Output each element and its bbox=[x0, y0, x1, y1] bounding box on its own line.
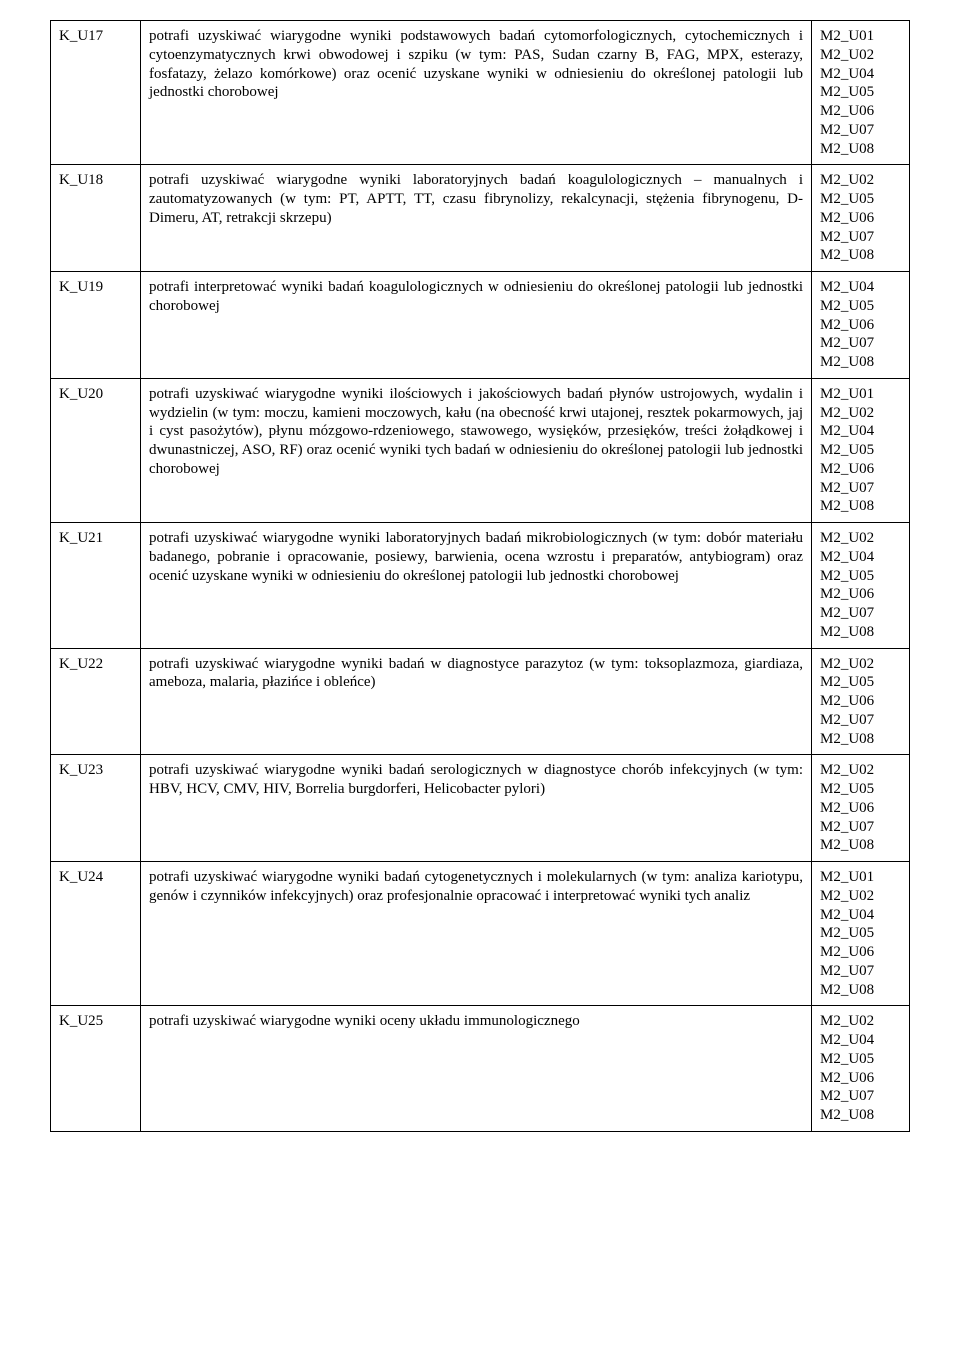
reference-code: M2_U07 bbox=[820, 1087, 901, 1106]
outcome-description-cell: potrafi uzyskiwać wiarygodne wyniki labo… bbox=[141, 523, 812, 649]
reference-codes-cell: M2_U01M2_U02M2_U04M2_U05M2_U06M2_U07M2_U… bbox=[812, 862, 910, 1006]
reference-code: M2_U07 bbox=[820, 334, 901, 353]
reference-code: M2_U05 bbox=[820, 297, 901, 316]
outcome-id-cell: K_U25 bbox=[51, 1006, 141, 1132]
outcome-description-cell: potrafi uzyskiwać wiarygodne wyniki bada… bbox=[141, 648, 812, 755]
reference-code: M2_U04 bbox=[820, 548, 901, 567]
reference-code: M2_U07 bbox=[820, 228, 901, 247]
reference-code: M2_U02 bbox=[820, 761, 901, 780]
reference-codes-cell: M2_U02M2_U05M2_U06M2_U07M2_U08 bbox=[812, 755, 910, 862]
reference-codes-cell: M2_U01M2_U02M2_U04M2_U05M2_U06M2_U07M2_U… bbox=[812, 21, 910, 165]
reference-code: M2_U04 bbox=[820, 65, 901, 84]
reference-code: M2_U05 bbox=[820, 780, 901, 799]
reference-code: M2_U05 bbox=[820, 673, 901, 692]
reference-code: M2_U07 bbox=[820, 818, 901, 837]
outcome-id-cell: K_U17 bbox=[51, 21, 141, 165]
reference-code: M2_U02 bbox=[820, 1012, 901, 1031]
reference-code: M2_U06 bbox=[820, 209, 901, 228]
reference-codes-cell: M2_U04M2_U05M2_U06M2_U07M2_U08 bbox=[812, 272, 910, 379]
reference-code: M2_U05 bbox=[820, 441, 901, 460]
reference-code: M2_U08 bbox=[820, 836, 901, 855]
outcome-id-cell: K_U21 bbox=[51, 523, 141, 649]
reference-code: M2_U08 bbox=[820, 246, 901, 265]
reference-code: M2_U06 bbox=[820, 1069, 901, 1088]
reference-code: M2_U07 bbox=[820, 121, 901, 140]
document-page: K_U17potrafi uzyskiwać wiarygodne wyniki… bbox=[0, 0, 960, 1172]
reference-codes-cell: M2_U02M2_U04M2_U05M2_U06M2_U07M2_U08 bbox=[812, 1006, 910, 1132]
reference-code: M2_U06 bbox=[820, 799, 901, 818]
reference-code: M2_U05 bbox=[820, 567, 901, 586]
reference-code: M2_U05 bbox=[820, 1050, 901, 1069]
outcomes-table: K_U17potrafi uzyskiwać wiarygodne wyniki… bbox=[50, 20, 910, 1132]
table-row: K_U22potrafi uzyskiwać wiarygodne wyniki… bbox=[51, 648, 910, 755]
table-row: K_U25potrafi uzyskiwać wiarygodne wyniki… bbox=[51, 1006, 910, 1132]
table-row: K_U24potrafi uzyskiwać wiarygodne wyniki… bbox=[51, 862, 910, 1006]
outcome-description-cell: potrafi uzyskiwać wiarygodne wyniki bada… bbox=[141, 862, 812, 1006]
table-row: K_U20potrafi uzyskiwać wiarygodne wyniki… bbox=[51, 378, 910, 522]
reference-codes-cell: M2_U02M2_U04M2_U05M2_U06M2_U07M2_U08 bbox=[812, 523, 910, 649]
reference-code: M2_U06 bbox=[820, 460, 901, 479]
reference-code: M2_U02 bbox=[820, 887, 901, 906]
reference-code: M2_U05 bbox=[820, 190, 901, 209]
reference-code: M2_U08 bbox=[820, 353, 901, 372]
outcome-id-cell: K_U18 bbox=[51, 165, 141, 272]
reference-code: M2_U01 bbox=[820, 868, 901, 887]
outcome-description-cell: potrafi uzyskiwać wiarygodne wyniki labo… bbox=[141, 165, 812, 272]
reference-code: M2_U04 bbox=[820, 1031, 901, 1050]
table-row: K_U21potrafi uzyskiwać wiarygodne wyniki… bbox=[51, 523, 910, 649]
reference-code: M2_U05 bbox=[820, 924, 901, 943]
reference-code: M2_U02 bbox=[820, 171, 901, 190]
reference-code: M2_U02 bbox=[820, 655, 901, 674]
reference-code: M2_U08 bbox=[820, 140, 901, 159]
reference-code: M2_U06 bbox=[820, 316, 901, 335]
outcome-id-cell: K_U19 bbox=[51, 272, 141, 379]
outcome-description-cell: potrafi uzyskiwać wiarygodne wyniki bada… bbox=[141, 755, 812, 862]
outcome-id-cell: K_U23 bbox=[51, 755, 141, 862]
reference-codes-cell: M2_U02M2_U05M2_U06M2_U07M2_U08 bbox=[812, 165, 910, 272]
reference-code: M2_U06 bbox=[820, 692, 901, 711]
table-row: K_U19potrafi interpretować wyniki badań … bbox=[51, 272, 910, 379]
reference-code: M2_U07 bbox=[820, 711, 901, 730]
reference-code: M2_U04 bbox=[820, 278, 901, 297]
reference-code: M2_U02 bbox=[820, 404, 901, 423]
table-row: K_U18potrafi uzyskiwać wiarygodne wyniki… bbox=[51, 165, 910, 272]
reference-code: M2_U08 bbox=[820, 981, 901, 1000]
reference-code: M2_U08 bbox=[820, 1106, 901, 1125]
outcome-description-cell: potrafi uzyskiwać wiarygodne wyniki iloś… bbox=[141, 378, 812, 522]
outcome-description-cell: potrafi uzyskiwać wiarygodne wyniki ocen… bbox=[141, 1006, 812, 1132]
reference-code: M2_U06 bbox=[820, 585, 901, 604]
reference-code: M2_U04 bbox=[820, 906, 901, 925]
table-row: K_U17potrafi uzyskiwać wiarygodne wyniki… bbox=[51, 21, 910, 165]
reference-code: M2_U01 bbox=[820, 27, 901, 46]
reference-code: M2_U06 bbox=[820, 943, 901, 962]
reference-code: M2_U08 bbox=[820, 497, 901, 516]
reference-code: M2_U01 bbox=[820, 385, 901, 404]
reference-code: M2_U07 bbox=[820, 962, 901, 981]
reference-code: M2_U02 bbox=[820, 46, 901, 65]
reference-code: M2_U07 bbox=[820, 479, 901, 498]
reference-codes-cell: M2_U01M2_U02M2_U04M2_U05M2_U06M2_U07M2_U… bbox=[812, 378, 910, 522]
outcome-description-cell: potrafi uzyskiwać wiarygodne wyniki pods… bbox=[141, 21, 812, 165]
outcome-id-cell: K_U24 bbox=[51, 862, 141, 1006]
reference-code: M2_U05 bbox=[820, 83, 901, 102]
reference-code: M2_U08 bbox=[820, 730, 901, 749]
outcome-id-cell: K_U20 bbox=[51, 378, 141, 522]
reference-code: M2_U02 bbox=[820, 529, 901, 548]
reference-code: M2_U04 bbox=[820, 422, 901, 441]
table-row: K_U23potrafi uzyskiwać wiarygodne wyniki… bbox=[51, 755, 910, 862]
outcome-id-cell: K_U22 bbox=[51, 648, 141, 755]
reference-code: M2_U06 bbox=[820, 102, 901, 121]
outcome-description-cell: potrafi interpretować wyniki badań koagu… bbox=[141, 272, 812, 379]
reference-codes-cell: M2_U02M2_U05M2_U06M2_U07M2_U08 bbox=[812, 648, 910, 755]
reference-code: M2_U08 bbox=[820, 623, 901, 642]
reference-code: M2_U07 bbox=[820, 604, 901, 623]
